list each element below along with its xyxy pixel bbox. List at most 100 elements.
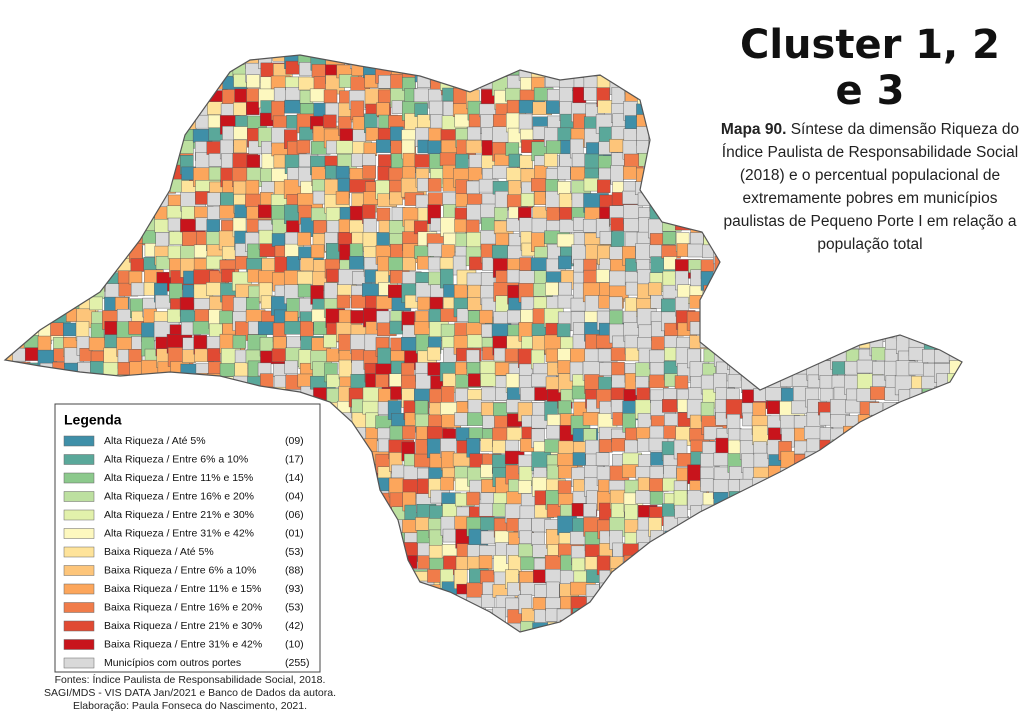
legend-swatch xyxy=(63,620,95,632)
municipality xyxy=(417,620,431,632)
municipality xyxy=(169,101,195,122)
municipality xyxy=(638,621,658,632)
legend-swatch xyxy=(63,491,95,502)
legend-count: (09) xyxy=(285,435,304,447)
municipality xyxy=(675,584,701,604)
municipality xyxy=(728,557,742,571)
municipality xyxy=(532,634,557,653)
municipality xyxy=(609,296,623,311)
municipality xyxy=(364,584,391,604)
municipality xyxy=(690,519,716,533)
municipality xyxy=(144,142,159,162)
municipality xyxy=(89,204,115,224)
municipality xyxy=(427,362,441,376)
municipality xyxy=(687,63,701,78)
municipality xyxy=(352,478,372,492)
municipality xyxy=(869,427,896,441)
municipality xyxy=(780,285,795,306)
municipality xyxy=(13,62,33,82)
municipality xyxy=(52,256,72,270)
municipality xyxy=(674,102,700,116)
municipality xyxy=(246,101,260,115)
municipality xyxy=(660,584,675,598)
municipality xyxy=(688,142,703,162)
municipality xyxy=(829,530,856,544)
municipality xyxy=(401,635,414,654)
municipality xyxy=(923,295,943,316)
municipality xyxy=(599,439,613,453)
municipality xyxy=(766,271,792,292)
legend-count: (06) xyxy=(285,509,304,521)
municipality xyxy=(39,412,53,426)
municipality xyxy=(832,453,858,473)
municipality xyxy=(663,596,689,611)
municipality xyxy=(742,568,762,583)
municipality xyxy=(5,179,19,193)
municipality xyxy=(791,309,806,329)
municipality xyxy=(75,388,96,403)
municipality xyxy=(76,165,96,179)
municipality xyxy=(898,609,925,623)
municipality xyxy=(701,610,716,625)
municipality xyxy=(5,333,18,348)
municipality xyxy=(844,607,864,627)
municipality xyxy=(702,555,716,575)
municipality xyxy=(402,166,416,180)
municipality xyxy=(598,594,624,609)
municipality xyxy=(323,89,338,104)
municipality xyxy=(833,259,847,279)
municipality xyxy=(702,55,723,62)
municipality xyxy=(167,217,182,232)
municipality xyxy=(24,582,44,603)
municipality xyxy=(11,569,38,589)
municipality xyxy=(88,116,115,130)
municipality xyxy=(5,309,12,324)
municipality xyxy=(156,373,183,387)
legend-label: Alta Riqueza / Entre 6% a 10% xyxy=(104,453,248,465)
municipality xyxy=(387,596,408,611)
municipality xyxy=(362,555,388,570)
municipality xyxy=(351,597,365,612)
municipality xyxy=(196,76,216,91)
municipality xyxy=(598,167,613,182)
municipality xyxy=(5,620,25,632)
municipality xyxy=(791,530,818,545)
municipality xyxy=(38,637,57,656)
municipality xyxy=(51,282,66,303)
municipality xyxy=(430,636,443,655)
municipality xyxy=(24,180,39,195)
municipality xyxy=(506,269,521,284)
municipality xyxy=(843,321,863,342)
municipality xyxy=(689,556,704,576)
municipality xyxy=(104,246,118,266)
municipality xyxy=(714,283,728,298)
municipality xyxy=(62,257,89,278)
municipality xyxy=(768,556,788,571)
municipality xyxy=(89,218,109,238)
municipality xyxy=(13,518,39,539)
municipality xyxy=(597,179,611,193)
municipality xyxy=(792,571,806,592)
municipality xyxy=(612,607,638,628)
municipality xyxy=(923,308,944,322)
municipality xyxy=(52,207,79,221)
municipality xyxy=(154,87,180,107)
municipality xyxy=(728,282,742,296)
municipality xyxy=(872,311,887,325)
municipality xyxy=(324,569,344,584)
municipality xyxy=(351,557,378,578)
municipality xyxy=(63,206,89,227)
municipality xyxy=(807,257,827,272)
municipality xyxy=(560,636,573,655)
municipality xyxy=(336,582,351,597)
municipality xyxy=(39,597,54,617)
municipality xyxy=(934,439,960,459)
municipality xyxy=(596,269,610,283)
municipality xyxy=(76,155,102,176)
municipality xyxy=(196,63,222,77)
municipality xyxy=(337,557,363,577)
municipality xyxy=(817,322,832,343)
municipality xyxy=(739,505,765,525)
municipality xyxy=(703,518,723,538)
municipality xyxy=(11,243,26,257)
